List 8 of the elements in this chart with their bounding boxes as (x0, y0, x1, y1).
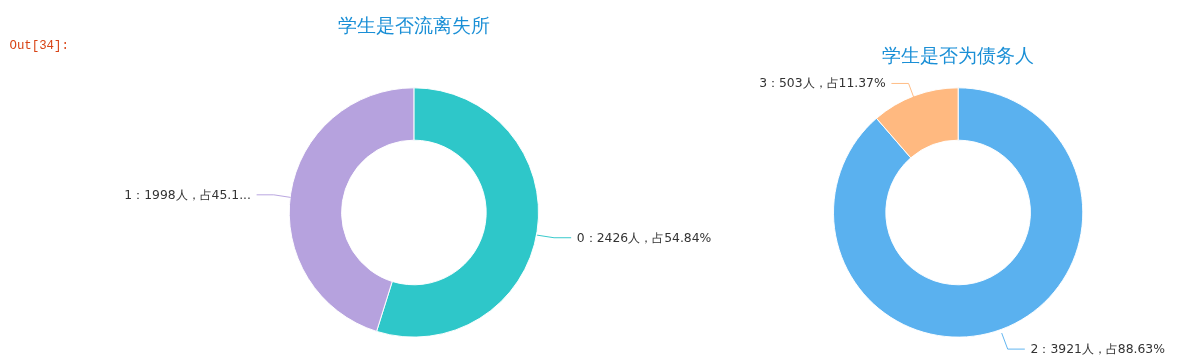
slice-label: 3：503人，占11.37% (759, 76, 886, 91)
slice-label: 0：2426人，占54.84% (576, 230, 712, 245)
chart-title: 学生是否流离失所 (337, 13, 490, 36)
slice-label: 1：1998人，占45.1... (124, 187, 251, 202)
chart-title: 学生是否为债务人 (882, 44, 1035, 67)
text: Out[34]: (9, 38, 69, 53)
donut-slice (833, 87, 1084, 338)
slice-label: 2：3921人，占88.63% (1030, 341, 1166, 356)
